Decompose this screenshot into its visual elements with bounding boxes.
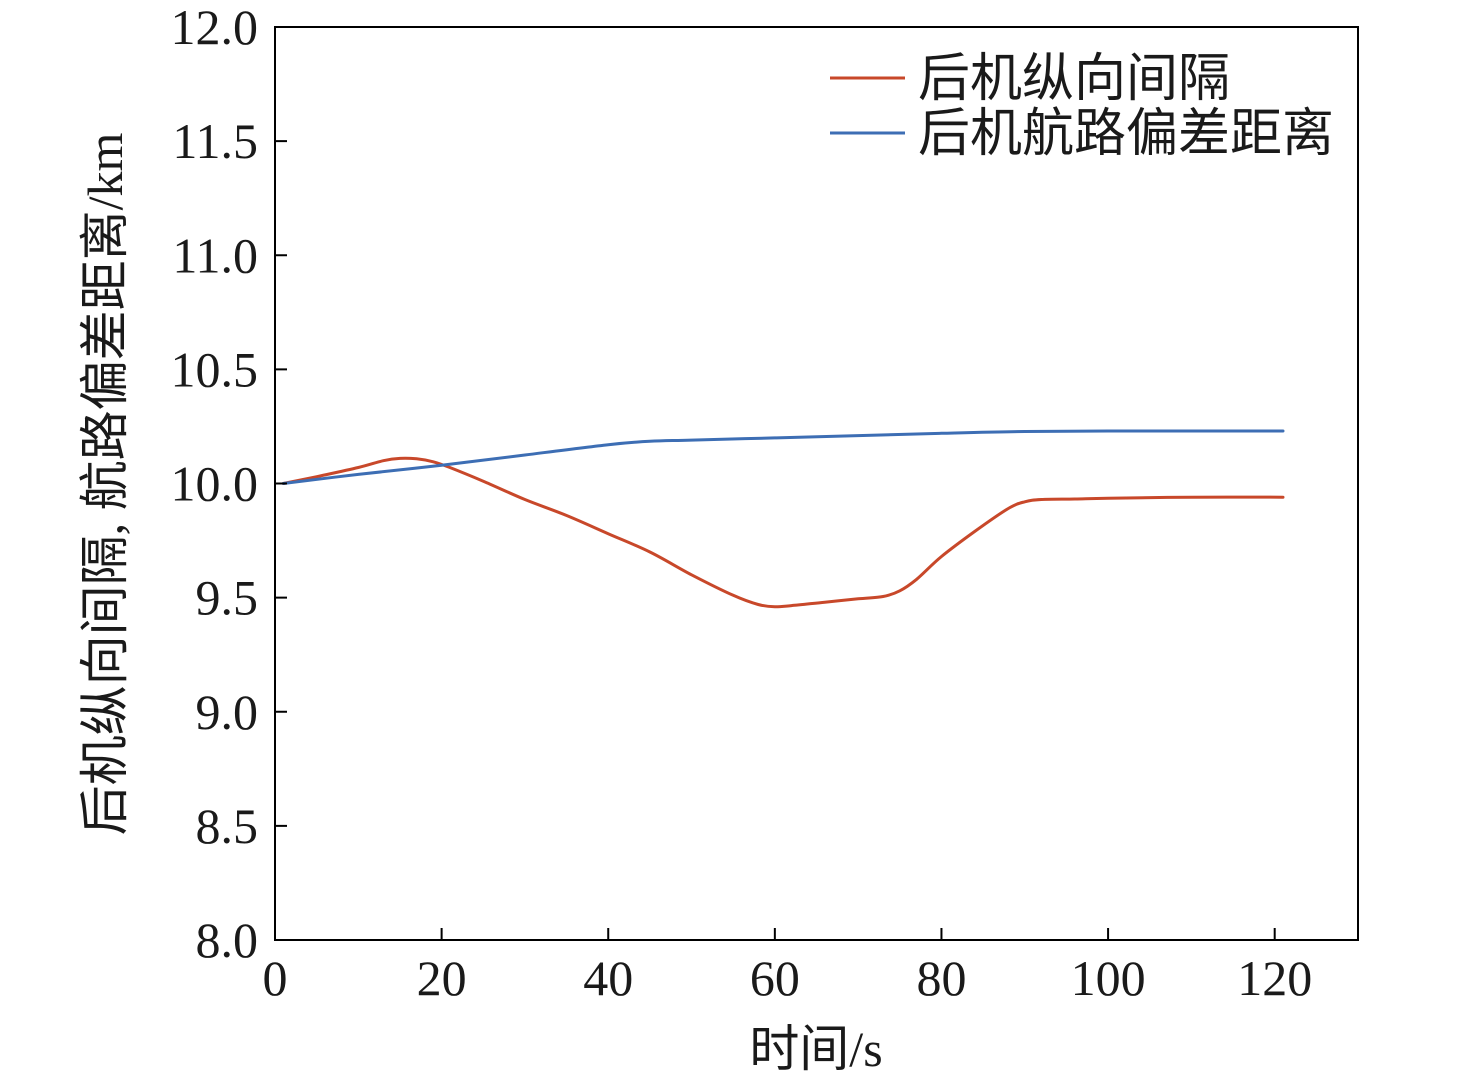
y-tick-label: 8.0 <box>196 912 259 968</box>
x-tick-label: 100 <box>1071 950 1146 1006</box>
y-tick-label: 9.5 <box>196 570 259 626</box>
y-axis-ticks: 8.0 8.5 9.0 9.5 10.0 10.5 11.0 11.5 12.0 <box>171 0 287 968</box>
plot-frame <box>274 26 1359 941</box>
legend-item: 后机纵向间隔 <box>830 51 1230 108</box>
y-tick-label: 11.5 <box>172 113 258 169</box>
y-axis-title: 后机纵向间隔, 航路偏差距离/km <box>77 133 133 836</box>
x-tick-label: 20 <box>417 950 467 1006</box>
legend-label: 后机纵向间隔 <box>918 51 1230 108</box>
y-tick-label: 10.0 <box>171 456 259 512</box>
legend-item: 后机航路偏差距离 <box>830 106 1334 163</box>
legend-label: 后机航路偏差距离 <box>918 106 1334 163</box>
x-axis-title: 时间/s <box>749 1021 882 1077</box>
x-tick-label: 80 <box>916 950 966 1006</box>
x-tick-label: 0 <box>263 950 288 1006</box>
series-line-0 <box>281 456 1285 609</box>
x-axis-ticks: 0 20 40 60 80 100 120 <box>263 928 1312 1006</box>
y-tick-label: 8.5 <box>196 798 259 854</box>
x-tick-label: 40 <box>583 950 633 1006</box>
series-line-1 <box>281 429 1285 485</box>
x-tick-label: 60 <box>750 950 800 1006</box>
y-tick-label: 10.5 <box>171 341 259 397</box>
y-tick-label: 12.0 <box>171 0 259 55</box>
x-tick-label: 120 <box>1237 950 1312 1006</box>
series-lines <box>281 429 1285 609</box>
y-tick-label: 11.0 <box>172 227 258 283</box>
y-tick-label: 9.0 <box>196 684 259 740</box>
